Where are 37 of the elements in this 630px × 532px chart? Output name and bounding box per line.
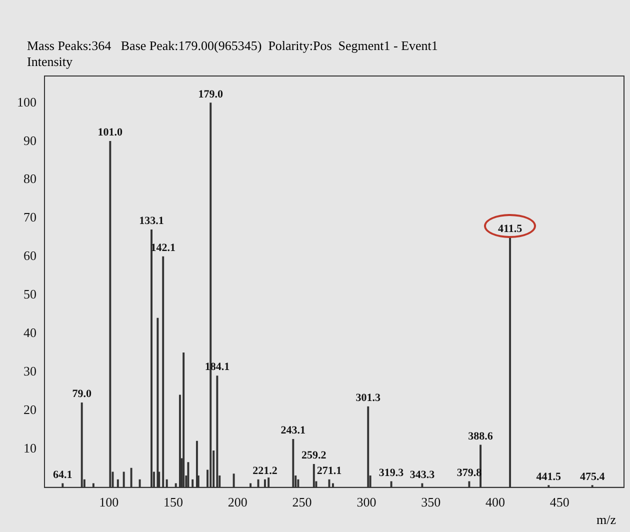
y-tick-label: 20 [24,402,36,417]
y-tick-label: 100 [17,94,36,110]
chart-title: Mass Peaks:364 Base Peak:179.00(965345) Polarity:Pos Segment1 - Event1 [27,38,438,54]
annotation: 343.3 [410,468,436,481]
y-tick-label: 70 [24,210,36,225]
x-tick-label: 200 [228,494,248,510]
annotation: 243.1 [280,424,306,437]
annotation: 271.1 [316,465,342,478]
annotation: 259.2 [302,450,327,462]
annotation: 441.5 [536,470,562,483]
annotation: 133.1 [139,215,164,228]
x-tick-label: 150 [164,494,184,510]
y-tick-label: 50 [24,286,36,302]
annotation: 179.0 [198,88,224,100]
x-tick-label: 350 [421,494,441,510]
y-tick-label: 30 [24,363,36,378]
y-axis-title: Intensity [27,54,72,70]
x-axis-title: m/z [596,512,616,528]
annotation: 411.5 [498,222,523,235]
y-tick-label: 80 [24,171,36,186]
y-tick-label: 60 [24,248,36,264]
y-tick-label: 10 [24,440,36,456]
x-tick-label: 250 [292,494,312,510]
annotation: 301.3 [356,392,381,404]
annotation: 101.0 [98,126,124,139]
x-tick-label: 400 [485,494,505,510]
x-tick-label: 450 [550,494,570,510]
x-tick-label: 300 [356,494,376,510]
annotation: 79.0 [72,388,92,400]
y-tick-label: 90 [24,132,36,148]
annotation: 475.4 [580,470,606,483]
annotation: 64.1 [53,468,72,481]
y-tick-label: 40 [24,325,36,340]
annotation: 221.2 [252,465,278,478]
annotation: 319.3 [378,466,404,479]
annotation: 388.6 [468,430,494,442]
x-tick-label: 100 [99,494,119,510]
